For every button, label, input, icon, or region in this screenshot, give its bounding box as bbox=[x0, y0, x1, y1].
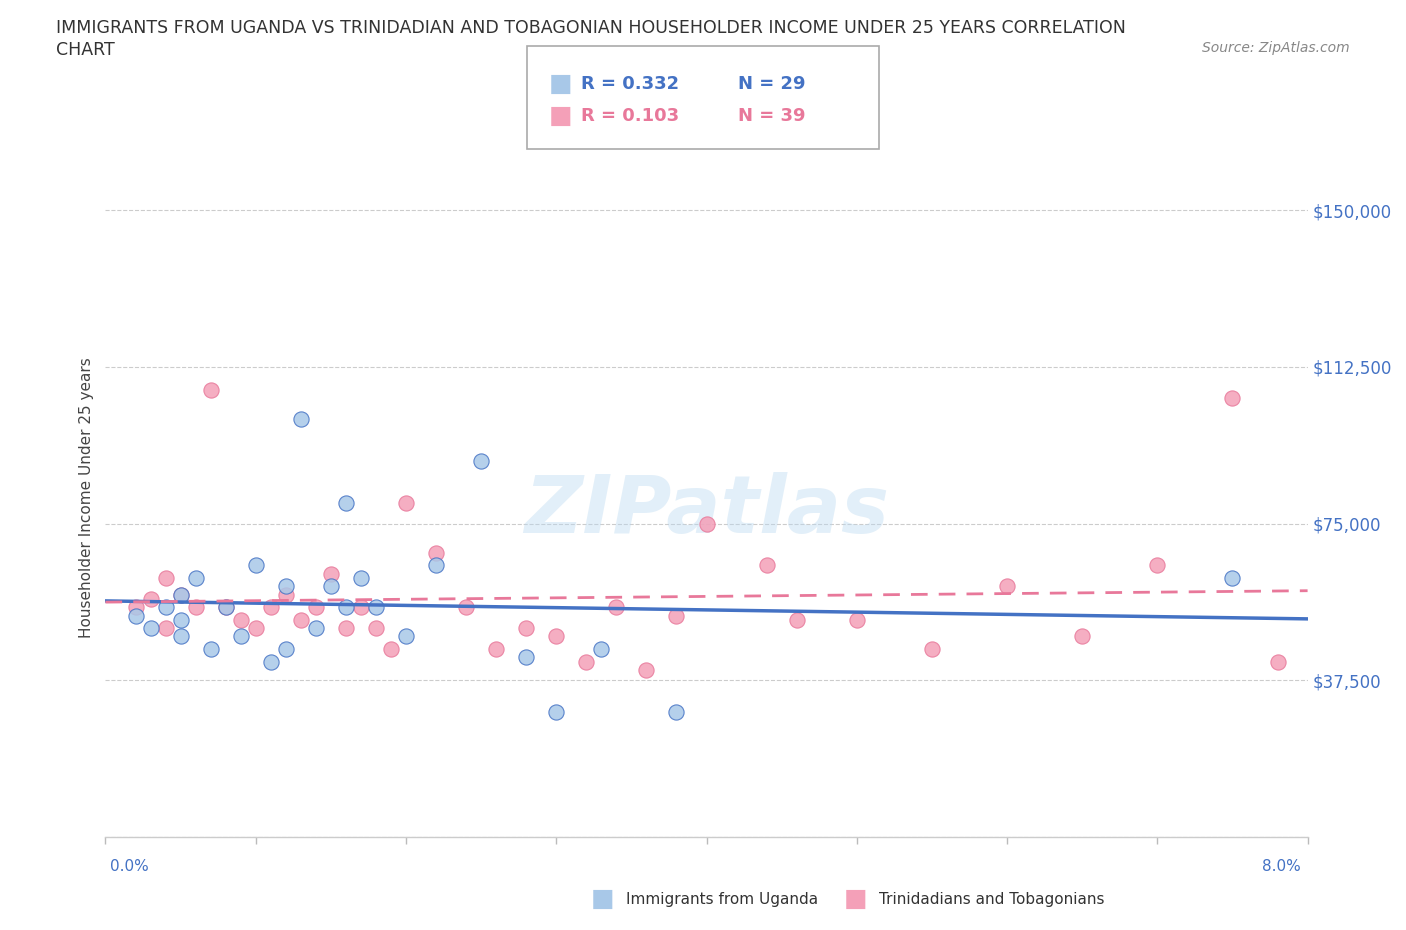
Point bbox=[169, 587, 191, 602]
Point bbox=[1267, 654, 1289, 669]
Point bbox=[335, 496, 357, 511]
Point bbox=[274, 587, 297, 602]
Point bbox=[636, 662, 658, 677]
Point bbox=[200, 642, 222, 657]
Point bbox=[395, 496, 418, 511]
Point bbox=[515, 650, 537, 665]
Point bbox=[335, 620, 357, 635]
Point bbox=[364, 620, 387, 635]
Point bbox=[155, 600, 177, 615]
Point bbox=[665, 608, 688, 623]
Text: R = 0.332: R = 0.332 bbox=[581, 74, 679, 93]
Text: ZIPatlas: ZIPatlas bbox=[524, 472, 889, 551]
Point bbox=[845, 612, 868, 627]
Point bbox=[169, 612, 191, 627]
Point bbox=[454, 600, 477, 615]
Point bbox=[319, 578, 342, 593]
Point bbox=[995, 578, 1018, 593]
Point bbox=[184, 570, 207, 585]
Point bbox=[184, 600, 207, 615]
Point bbox=[1071, 629, 1094, 644]
Point bbox=[124, 608, 146, 623]
Point bbox=[169, 629, 191, 644]
Text: 0.0%: 0.0% bbox=[110, 859, 149, 874]
Point bbox=[425, 558, 447, 573]
Point bbox=[155, 620, 177, 635]
Text: N = 29: N = 29 bbox=[738, 74, 806, 93]
Point bbox=[274, 578, 297, 593]
Text: ■: ■ bbox=[591, 887, 614, 911]
Y-axis label: Householder Income Under 25 years: Householder Income Under 25 years bbox=[79, 357, 94, 638]
Point bbox=[485, 642, 508, 657]
Point bbox=[305, 600, 328, 615]
Text: N = 39: N = 39 bbox=[738, 107, 806, 126]
Point bbox=[605, 600, 627, 615]
Point bbox=[546, 704, 568, 719]
Point bbox=[575, 654, 598, 669]
Point bbox=[665, 704, 688, 719]
Point bbox=[260, 654, 283, 669]
Point bbox=[470, 454, 492, 469]
Point bbox=[155, 570, 177, 585]
Point bbox=[364, 600, 387, 615]
Point bbox=[260, 600, 283, 615]
Text: CHART: CHART bbox=[56, 41, 115, 59]
Text: ■: ■ bbox=[844, 887, 868, 911]
Text: Trinidadians and Tobagonians: Trinidadians and Tobagonians bbox=[879, 892, 1104, 907]
Point bbox=[124, 600, 146, 615]
Point bbox=[169, 587, 191, 602]
Text: ■: ■ bbox=[548, 104, 572, 128]
Point bbox=[380, 642, 402, 657]
Text: 8.0%: 8.0% bbox=[1261, 859, 1301, 874]
Text: ■: ■ bbox=[548, 72, 572, 96]
Point bbox=[245, 558, 267, 573]
Point bbox=[229, 629, 252, 644]
Point bbox=[229, 612, 252, 627]
Point bbox=[350, 570, 373, 585]
Point bbox=[305, 620, 328, 635]
Point bbox=[696, 516, 718, 531]
Text: R = 0.103: R = 0.103 bbox=[581, 107, 679, 126]
Point bbox=[139, 620, 162, 635]
Point bbox=[1222, 391, 1244, 405]
Text: Immigrants from Uganda: Immigrants from Uganda bbox=[626, 892, 818, 907]
Point bbox=[245, 620, 267, 635]
Point bbox=[335, 600, 357, 615]
Point bbox=[274, 642, 297, 657]
Point bbox=[214, 600, 236, 615]
Point bbox=[290, 612, 312, 627]
Point bbox=[591, 642, 613, 657]
Point bbox=[214, 600, 236, 615]
Text: Source: ZipAtlas.com: Source: ZipAtlas.com bbox=[1202, 41, 1350, 55]
Point bbox=[546, 629, 568, 644]
Point bbox=[200, 382, 222, 397]
Point bbox=[290, 412, 312, 427]
Point bbox=[319, 566, 342, 581]
Point bbox=[350, 600, 373, 615]
Point bbox=[515, 620, 537, 635]
Point bbox=[1146, 558, 1168, 573]
Point bbox=[755, 558, 778, 573]
Text: IMMIGRANTS FROM UGANDA VS TRINIDADIAN AND TOBAGONIAN HOUSEHOLDER INCOME UNDER 25: IMMIGRANTS FROM UGANDA VS TRINIDADIAN AN… bbox=[56, 19, 1126, 36]
Point bbox=[786, 612, 808, 627]
Point bbox=[921, 642, 943, 657]
Point bbox=[425, 546, 447, 561]
Point bbox=[395, 629, 418, 644]
Point bbox=[139, 591, 162, 606]
Point bbox=[1222, 570, 1244, 585]
